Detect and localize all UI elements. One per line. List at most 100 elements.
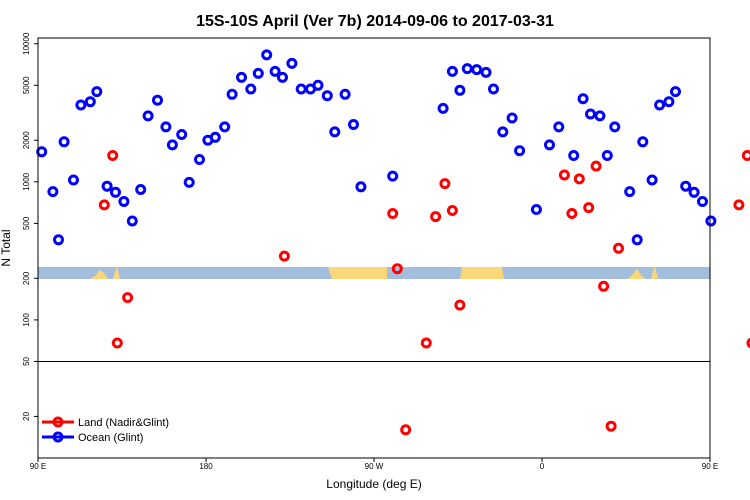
x-tick-label: 90 E (702, 462, 718, 471)
land-series (98, 150, 750, 436)
ocean-point (126, 215, 138, 227)
ocean-point (577, 93, 589, 105)
legend-ocean-label: Ocean (Glint) (78, 432, 143, 444)
ocean-point (166, 139, 178, 151)
land-point (558, 169, 570, 181)
y-tick-label: 5000 (22, 76, 31, 94)
land-point (454, 299, 466, 311)
plot-area (36, 37, 750, 459)
ocean-point (36, 146, 48, 158)
y-tick-label: 100 (22, 313, 31, 327)
ocean-point (585, 108, 596, 120)
ocean-point (446, 65, 458, 77)
ocean-point (312, 79, 324, 91)
y-tick-label: 1000 (22, 172, 31, 190)
ocean-point (461, 63, 473, 75)
ocean-point (261, 49, 273, 61)
ocean-point (601, 150, 613, 161)
ocean-point (160, 121, 172, 133)
ocean-point (75, 99, 87, 111)
ocean-point (544, 139, 555, 151)
land-band-segment (328, 267, 387, 279)
land-band-segment (628, 269, 645, 279)
y-axis-ticks: 20 50 100 200 500 1000 2000 5000 10000 (22, 32, 38, 421)
ocean-point (194, 154, 205, 165)
ocean-point (553, 121, 565, 133)
ocean-series (36, 49, 717, 246)
ocean-point (437, 102, 449, 114)
land-band-segment (90, 270, 108, 279)
ocean-point (488, 83, 499, 95)
ocean-point (530, 204, 542, 215)
ocean-point (84, 96, 96, 108)
x-tick-label: 0 (540, 462, 545, 471)
x-axis-label: Longitude (deg E) (326, 477, 421, 491)
land-point (98, 199, 110, 211)
ocean-point (454, 84, 466, 96)
ocean-point (705, 215, 717, 227)
chart-title: 15S-10S April (Ver 7b) 2014-09-06 to 201… (196, 13, 554, 30)
ocean-point (646, 174, 658, 186)
land-point (590, 160, 602, 172)
land-point (400, 424, 412, 436)
ocean-point (348, 119, 359, 130)
ocean-point (624, 186, 636, 198)
ocean-point (568, 150, 580, 161)
ocean-point (497, 126, 509, 138)
land-point (391, 263, 403, 275)
land-ocean-band (38, 266, 710, 279)
ocean-point (58, 136, 70, 148)
ocean-point (226, 88, 238, 100)
x-tick-label: 180 (199, 462, 213, 471)
ocean-point (295, 83, 307, 95)
land-band-segment (460, 267, 504, 279)
ocean-point (387, 170, 399, 182)
land-point (613, 242, 624, 254)
land-band-segment (651, 266, 658, 279)
ocean-point (101, 180, 113, 192)
ocean-point (688, 186, 700, 198)
ocean-point (329, 126, 341, 138)
x-axis-ticks: 90 E 180 90 W 0 90 E (30, 458, 718, 471)
land-point (733, 199, 745, 211)
land-point (122, 292, 134, 304)
land-point (573, 173, 585, 185)
y-tick-label: 500 (22, 216, 31, 230)
ocean-point (631, 234, 643, 246)
ocean-point (670, 86, 681, 98)
ocean-point (135, 184, 147, 195)
land-point (583, 202, 595, 214)
y-tick-label: 20 (22, 411, 31, 420)
land-point (741, 150, 750, 161)
ocean-point (269, 65, 281, 77)
ocean-point (176, 129, 188, 140)
ocean-point (183, 176, 195, 188)
ocean-point (471, 64, 483, 76)
ocean-point (321, 90, 333, 102)
land-point (439, 178, 451, 190)
land-point (107, 150, 119, 161)
ocean-point (339, 88, 351, 100)
land-band-segment (113, 266, 120, 279)
ocean-point (514, 145, 526, 157)
legend-land-label: Land (Nadir&Glint) (78, 417, 169, 429)
ocean-point (53, 234, 64, 246)
land-point (446, 205, 458, 216)
land-point (430, 211, 442, 223)
land-point (278, 250, 290, 262)
ocean-point (594, 110, 606, 122)
legend-ocean-marker (52, 431, 64, 443)
ocean-point (506, 112, 518, 124)
ocean-point (142, 110, 154, 122)
y-axis-label: N Total (0, 229, 13, 266)
land-point (605, 420, 617, 432)
y-tick-label: 50 (22, 356, 31, 365)
land-point (387, 208, 399, 219)
ocean-point (637, 136, 649, 148)
legend: Land (Nadir&Glint) Ocean (Glint) (42, 416, 169, 444)
plot-frame (37, 37, 711, 459)
ocean-point (277, 71, 288, 83)
land-point (598, 280, 610, 292)
land-point (111, 337, 123, 349)
y-tick-label: 10000 (22, 32, 31, 55)
